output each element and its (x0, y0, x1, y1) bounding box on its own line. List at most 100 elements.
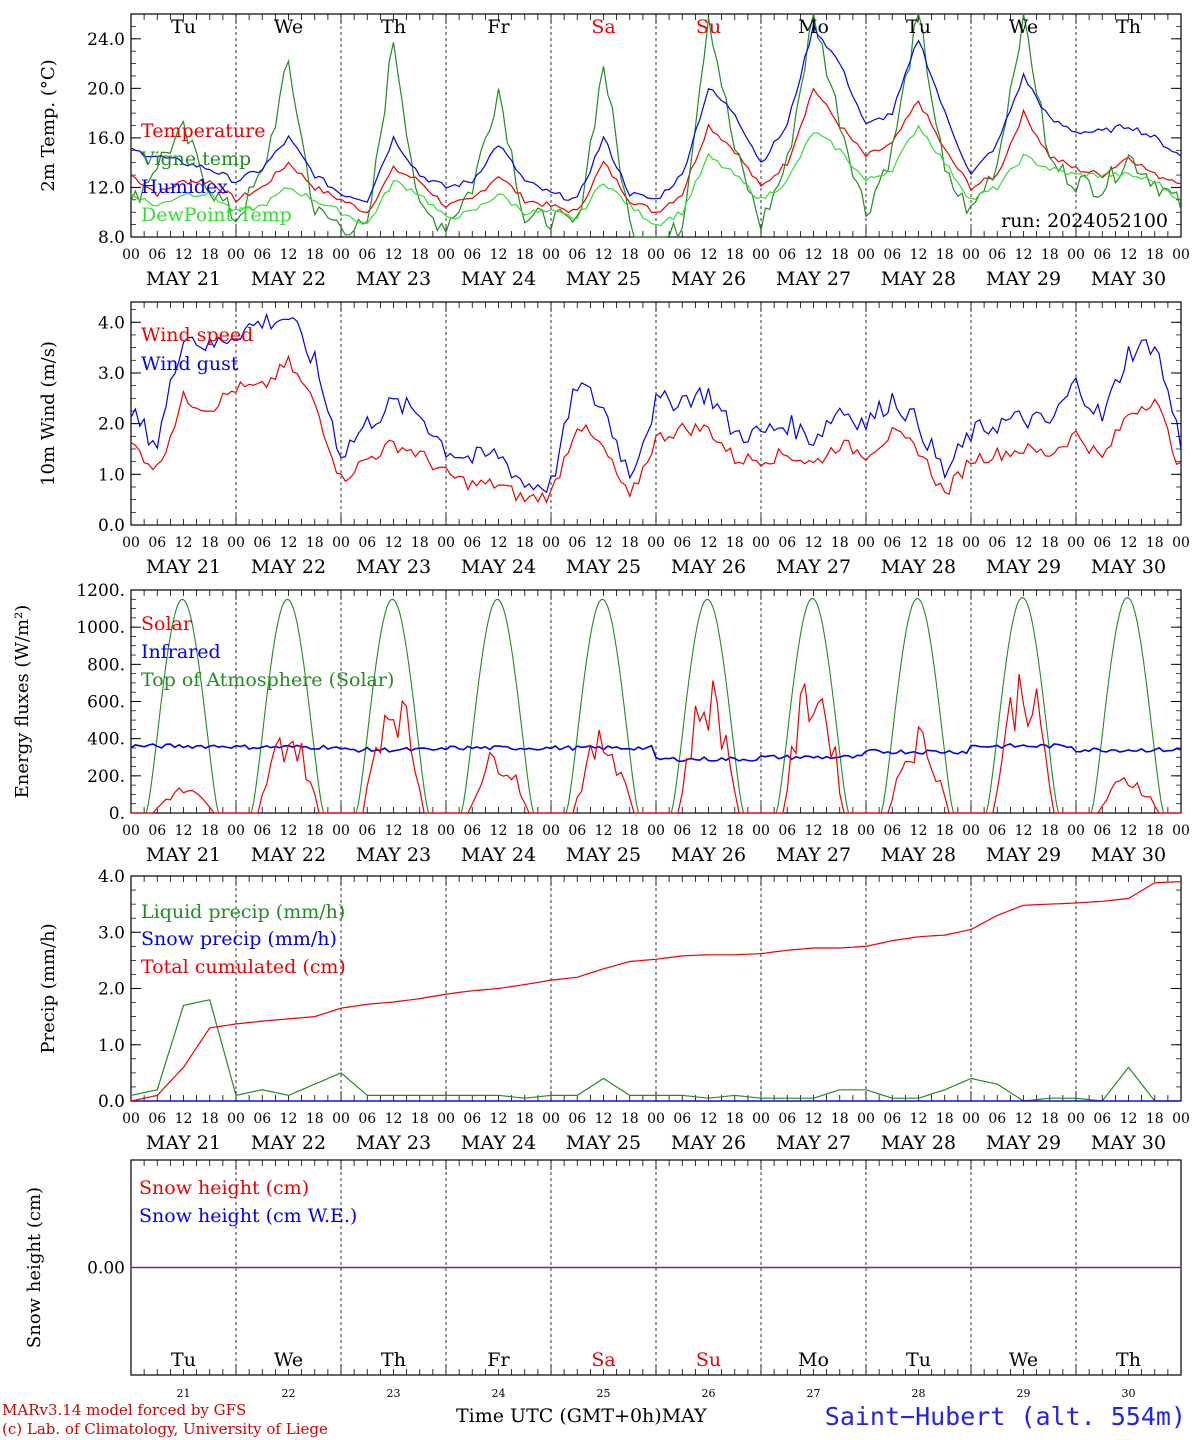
hour-tick-label: 00 (752, 1111, 770, 1127)
hour-tick-label: 06 (148, 823, 166, 839)
hour-tick-label: 18 (621, 247, 639, 263)
day-number: 21 (177, 1387, 191, 1400)
y-tick-label: 0. (109, 804, 125, 824)
hour-tick-label: 18 (516, 535, 534, 551)
hour-tick-label: 12 (700, 823, 718, 839)
day-of-week-bottom: Su (696, 1349, 721, 1371)
date-label: MAY 25 (566, 844, 641, 866)
hour-tick-label: 12 (175, 823, 193, 839)
hour-tick-label: 18 (726, 823, 744, 839)
day-number: 29 (1017, 1387, 1031, 1400)
hour-tick-label: 18 (621, 535, 639, 551)
day-of-week-bottom: Tu (171, 1349, 196, 1371)
hour-tick-label: 12 (490, 823, 508, 839)
day-of-week-bottom: We (1009, 1349, 1038, 1371)
hour-tick-label: 00 (227, 1111, 245, 1127)
hour-tick-label: 18 (516, 823, 534, 839)
hour-tick-label: 18 (936, 535, 954, 551)
date-label: MAY 22 (251, 1132, 326, 1154)
hour-tick-label: 00 (437, 535, 455, 551)
hour-tick-label: 18 (1041, 535, 1059, 551)
hour-tick-label: 18 (1041, 1111, 1059, 1127)
date-label: MAY 22 (251, 556, 326, 578)
hour-tick-label: 12 (805, 823, 823, 839)
hour-tick-label: 00 (332, 1111, 350, 1127)
day-of-week-bottom: We (274, 1349, 303, 1371)
hour-tick-label: 12 (1015, 1111, 1033, 1127)
hour-tick-label: 06 (1093, 535, 1111, 551)
hour-tick-label: 18 (411, 247, 429, 263)
hour-tick-label: 00 (122, 1111, 140, 1127)
y-axis-label: 2m Temp. (°C) (38, 59, 59, 191)
panel-1: 8.0 12.0 16.0 20.0 24.0 2m Temp. (°C) 00 06 12 18… (38, 11, 1190, 290)
date-label: MAY 23 (356, 556, 431, 578)
date-label: MAY 24 (461, 1132, 536, 1154)
hour-tick-label: 12 (595, 535, 613, 551)
y-tick-label: 4.0 (98, 313, 125, 333)
legend-entry: Solar (141, 613, 193, 635)
hour-tick-label: 06 (463, 1111, 481, 1127)
hour-tick-label: 06 (778, 247, 796, 263)
hour-tick-label: 00 (962, 535, 980, 551)
hour-tick-label: 00 (122, 823, 140, 839)
hour-tick-label: 00 (752, 535, 770, 551)
hour-tick-label: 18 (1041, 247, 1059, 263)
date-label: MAY 24 (461, 844, 536, 866)
legend-entry: Top of Atmosphere (Solar) (141, 669, 394, 691)
hour-tick-label: 06 (253, 535, 271, 551)
legend-entry: Snow height (cm) (139, 1177, 309, 1199)
hour-tick-label: 12 (490, 247, 508, 263)
y-tick-label: 0.0 (98, 1092, 125, 1112)
date-label: MAY 29 (986, 1132, 1061, 1154)
series-line-4 (130, 124, 1182, 227)
legend-entry: DewPoint Temp (141, 204, 292, 226)
hour-tick-label: 18 (726, 535, 744, 551)
legend-entry: Temperature (141, 120, 265, 142)
y-axis-label: Snow height (cm) (24, 1187, 45, 1348)
hour-tick-label: 12 (385, 823, 403, 839)
y-tick-label: 0.0 (98, 516, 125, 536)
hour-tick-label: 12 (385, 247, 403, 263)
day-of-week-bottom: Tu (906, 1349, 931, 1371)
day-of-week-bottom: Th (381, 1349, 406, 1371)
hour-tick-label: 12 (595, 823, 613, 839)
hour-tick-label: 12 (910, 535, 928, 551)
day-of-week-top: Th (381, 16, 406, 38)
hour-tick-label: 00 (437, 247, 455, 263)
lab-credit: (c) Lab. of Climatology, University of L… (2, 1420, 328, 1438)
hour-tick-label: 06 (568, 1111, 586, 1127)
panel-2: 0.0 1.0 2.0 3.0 4.0 10m Wind (m/s) 00 06 12 18 MAY… (38, 301, 1190, 578)
hour-tick-label: 00 (1067, 247, 1085, 263)
hour-tick-label: 00 (962, 823, 980, 839)
date-label: MAY 23 (356, 844, 431, 866)
legend-entry: Snow height (cm W.E.) (139, 1205, 357, 1227)
hour-tick-label: 12 (175, 535, 193, 551)
hour-tick-label: 00 (962, 1111, 980, 1127)
y-axis-label: 10m Wind (m/s) (38, 341, 59, 486)
day-number: 28 (912, 1387, 926, 1400)
hour-tick-label: 06 (883, 535, 901, 551)
y-tick-label: 3.0 (98, 923, 125, 943)
model-credit: MARv3.14 model forced by GFS (2, 1401, 247, 1419)
hour-tick-label: 12 (280, 823, 298, 839)
hour-tick-label: 00 (647, 823, 665, 839)
hour-tick-label: 00 (752, 823, 770, 839)
hour-tick-label: 06 (463, 823, 481, 839)
date-label: MAY 30 (1091, 844, 1166, 866)
hour-tick-label: 00 (752, 247, 770, 263)
hour-tick-label: 18 (306, 247, 324, 263)
hour-tick-label: 18 (936, 247, 954, 263)
day-of-week-bottom: Sa (591, 1349, 615, 1371)
hour-tick-label: 00 (332, 247, 350, 263)
hour-tick-label: 06 (358, 1111, 376, 1127)
hour-tick-label: 12 (805, 1111, 823, 1127)
series-line-2 (130, 312, 1182, 494)
hour-tick-label: 06 (778, 823, 796, 839)
hour-tick-label: 18 (411, 1111, 429, 1127)
hour-tick-label: 00 (962, 247, 980, 263)
hour-tick-label: 06 (358, 823, 376, 839)
hour-tick-label: 18 (1041, 823, 1059, 839)
date-label: MAY 27 (776, 844, 851, 866)
y-tick-label: 16.0 (87, 129, 125, 149)
hour-tick-label: 06 (1093, 1111, 1111, 1127)
